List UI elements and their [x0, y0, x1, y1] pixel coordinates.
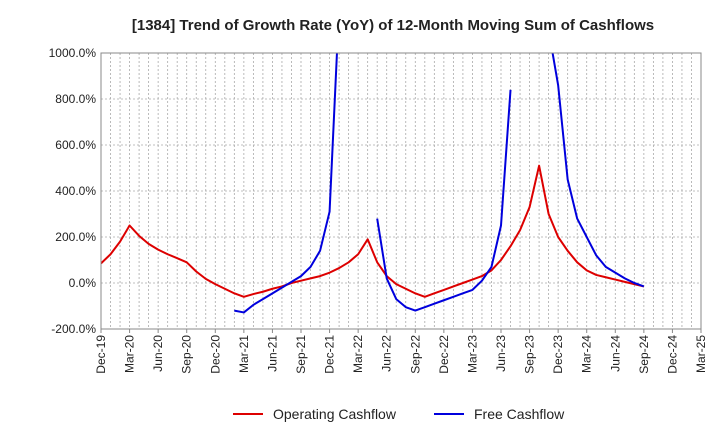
chart-title: [1384] Trend of Growth Rate (YoY) of 12-… — [132, 17, 654, 34]
y-tick-label: 1000.0% — [49, 46, 97, 60]
x-tick-label: Sep-22 — [408, 335, 422, 374]
legend: Operating Cashflow Free Cashflow — [233, 406, 565, 422]
y-tick-label: -200.0% — [51, 322, 96, 336]
x-tick-label: Mar-25 — [694, 335, 708, 373]
series-line-operating-cashflow — [101, 164, 645, 298]
x-tick-label: Dec-20 — [208, 335, 222, 374]
y-axis: -200.0% 0.0% 200.0% 400.0% 600.0% 800.0% 1000.… — [49, 46, 97, 336]
y-tick-label: 0.0% — [69, 276, 97, 290]
x-tick-label: Dec-22 — [437, 335, 451, 374]
x-tick-label: Dec-24 — [665, 335, 679, 374]
x-tick-label: Jun-24 — [608, 335, 622, 372]
x-axis: Dec-19 Mar-20 Jun-20 Sep-20 Dec-20 Mar-21 Jun-… — [94, 329, 708, 374]
x-tick-label: Dec-23 — [551, 335, 565, 374]
legend-label-operating-cashflow: Operating Cashflow — [273, 406, 397, 422]
grid-lines — [101, 52, 701, 330]
x-tick-label: Sep-23 — [523, 335, 537, 374]
x-tick-label: Mar-23 — [465, 335, 479, 373]
x-tick-label: Mar-21 — [237, 335, 251, 373]
x-tick-label: Dec-21 — [323, 335, 337, 374]
x-tick-label: Mar-22 — [351, 335, 365, 373]
x-tick-label: Jun-23 — [494, 335, 508, 372]
x-tick-label: Dec-19 — [94, 335, 108, 374]
x-tick-label: Sep-20 — [180, 335, 194, 374]
y-tick-label: 800.0% — [55, 92, 96, 106]
series-line-free-cashflow — [234, 53, 645, 314]
x-tick-label: Mar-24 — [580, 335, 594, 373]
y-tick-label: 400.0% — [55, 184, 96, 198]
x-tick-label: Jun-22 — [380, 335, 394, 372]
x-tick-label: Sep-24 — [637, 335, 651, 374]
x-tick-label: Mar-20 — [123, 335, 137, 373]
legend-label-free-cashflow: Free Cashflow — [474, 406, 565, 422]
x-tick-label: Jun-20 — [151, 335, 165, 372]
y-tick-label: 600.0% — [55, 138, 96, 152]
x-tick-label: Sep-21 — [294, 335, 308, 374]
y-tick-label: 200.0% — [55, 230, 96, 244]
series-lines — [101, 53, 645, 314]
x-tick-label: Jun-21 — [265, 335, 279, 372]
plot-frame — [100, 52, 702, 330]
